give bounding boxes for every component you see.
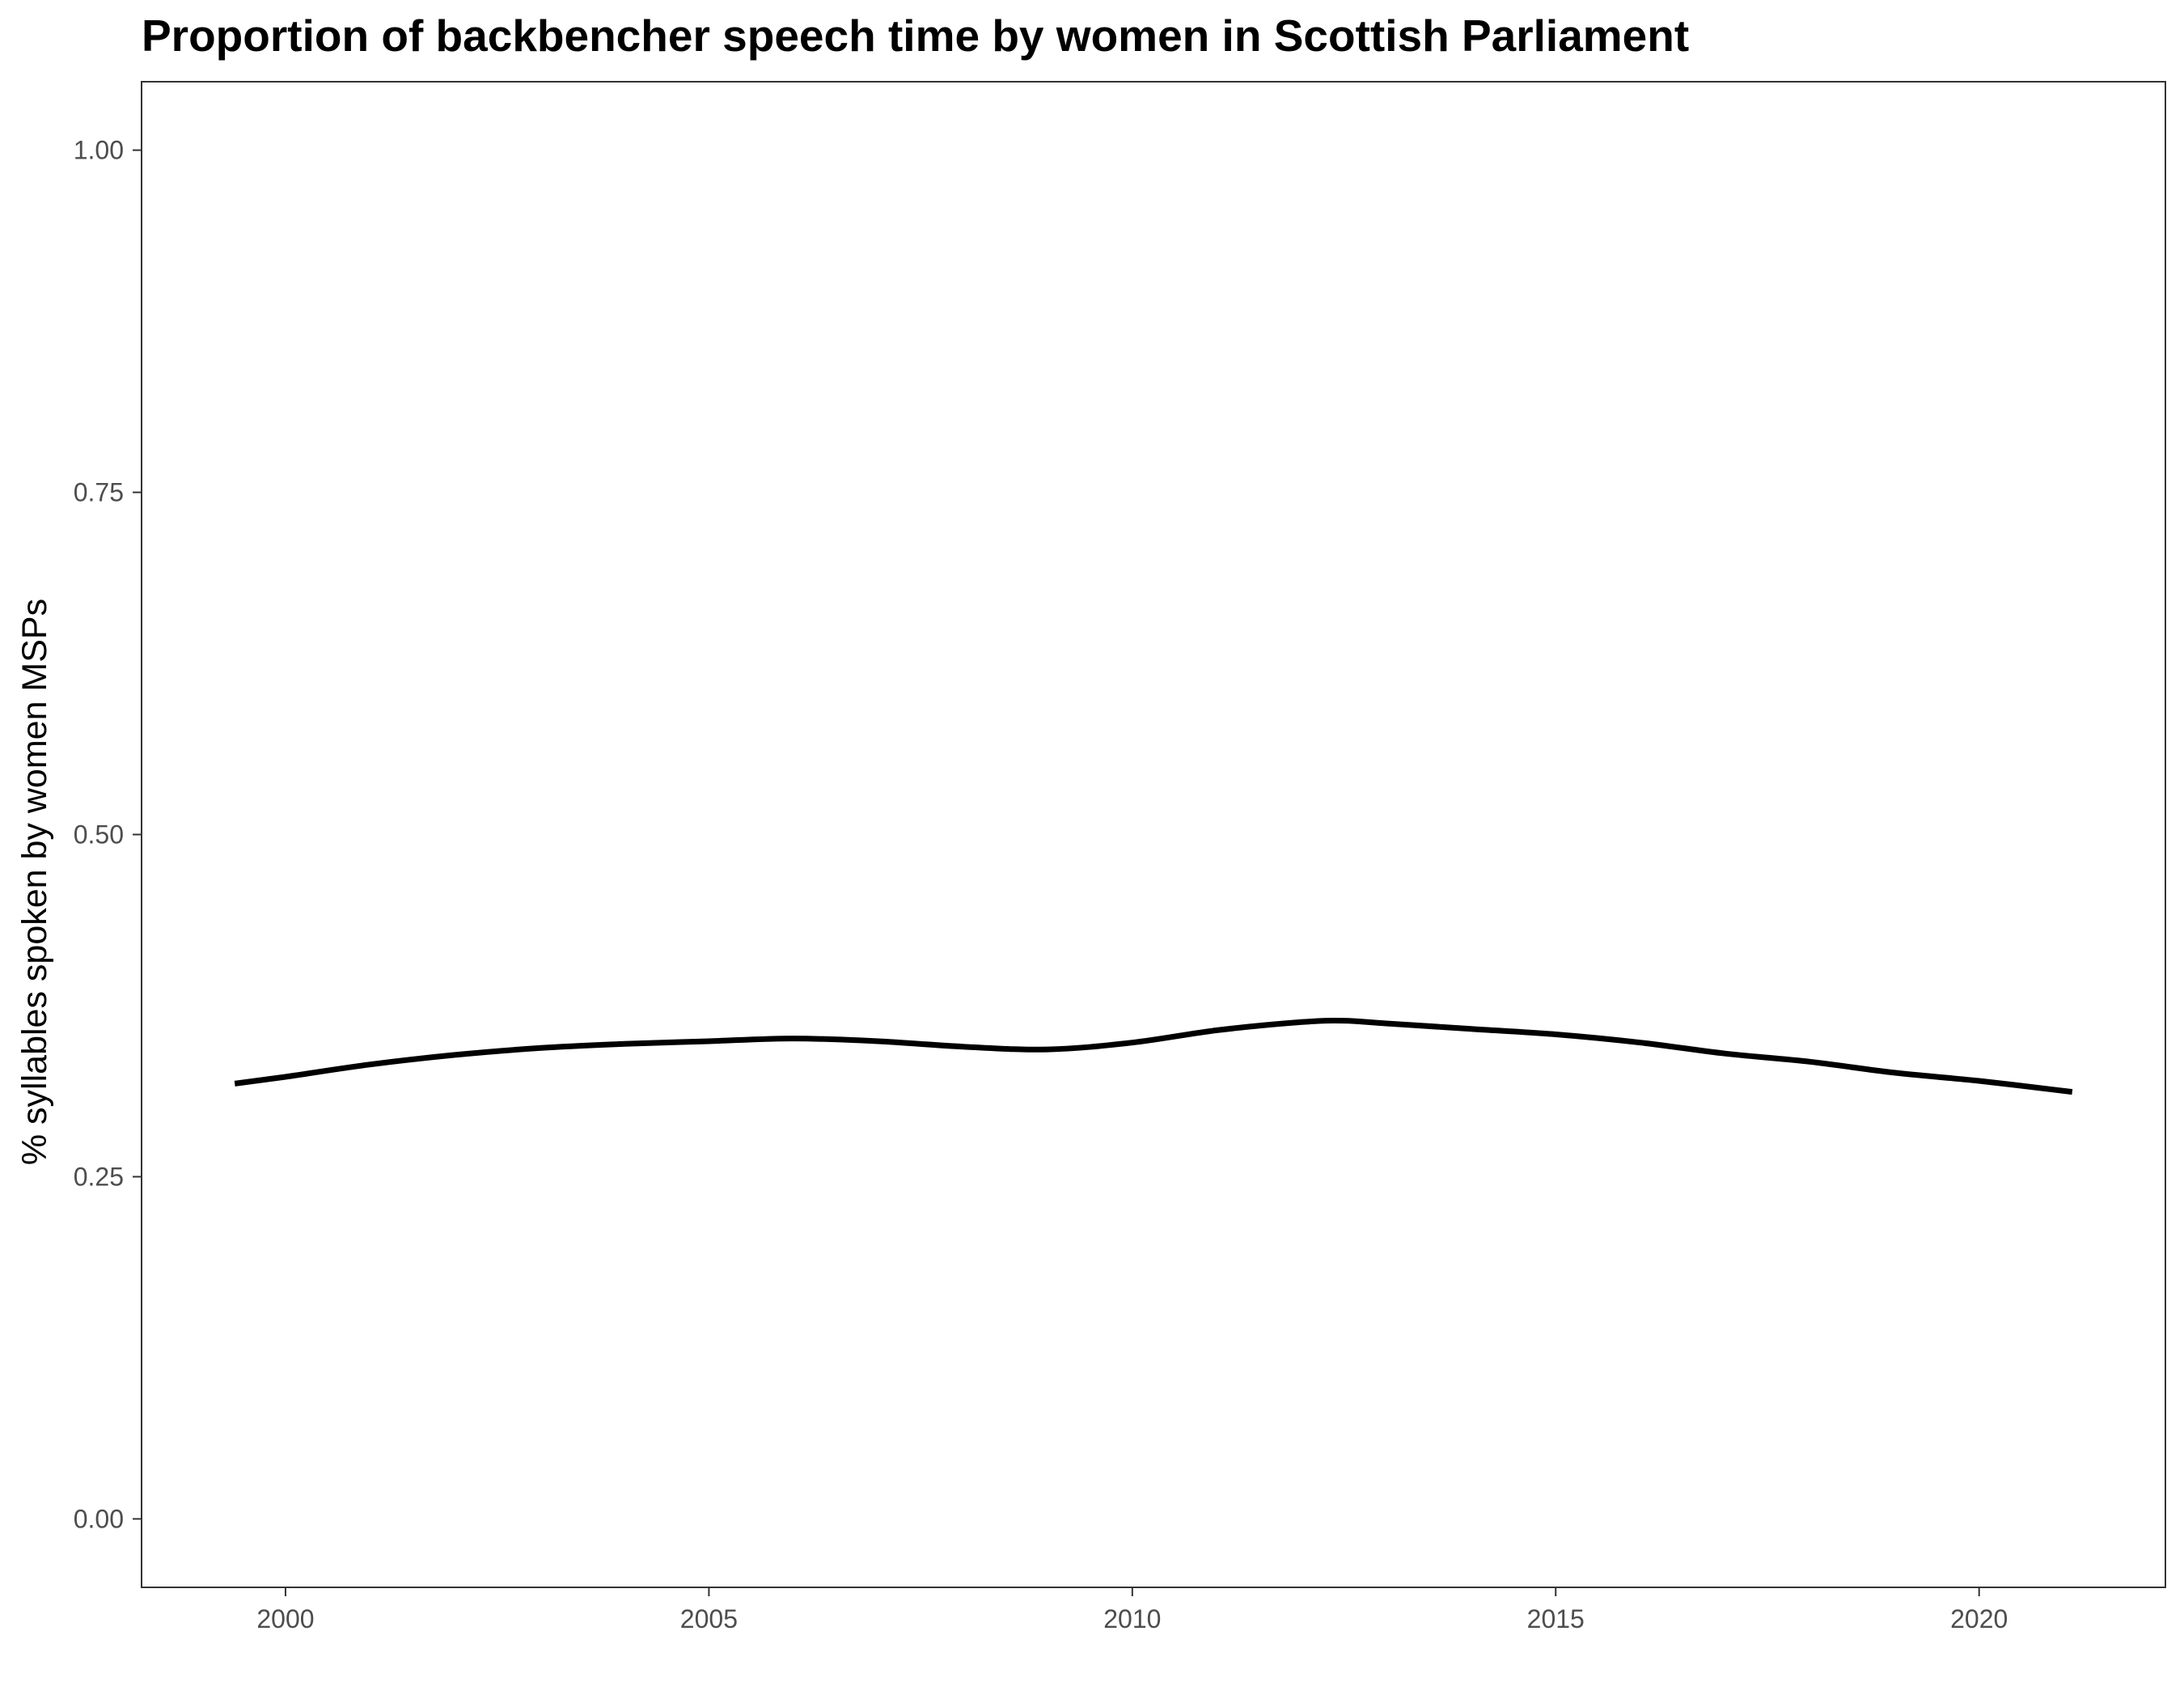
- series-line: [234, 1017, 2073, 1095]
- x-tick-label: 2020: [1950, 1604, 2008, 1633]
- y-axis-label: % syllables spoken by women MSPs: [15, 599, 54, 1165]
- y-tick-label: 1.00: [74, 136, 124, 165]
- x-tick-label: 2005: [680, 1604, 738, 1633]
- y-tick-label: 0.00: [74, 1504, 124, 1533]
- x-axis: 2000 2005 2010 2015 2020: [256, 1587, 2008, 1633]
- x-tick-label: 2000: [256, 1604, 314, 1633]
- x-tick-label: 2015: [1527, 1604, 1585, 1633]
- chart-title: Proportion of backbencher speech time by…: [142, 11, 1689, 61]
- y-tick-label: 0.50: [74, 820, 124, 850]
- x-tick-label: 2010: [1103, 1604, 1161, 1633]
- y-tick-label: 0.75: [74, 478, 124, 507]
- y-axis: 0.00 0.25 0.50 0.75 1.00: [74, 136, 142, 1533]
- series-layer: [234, 1017, 2073, 1095]
- y-tick-label: 0.25: [74, 1162, 124, 1191]
- plot-panel: [141, 81, 2166, 1588]
